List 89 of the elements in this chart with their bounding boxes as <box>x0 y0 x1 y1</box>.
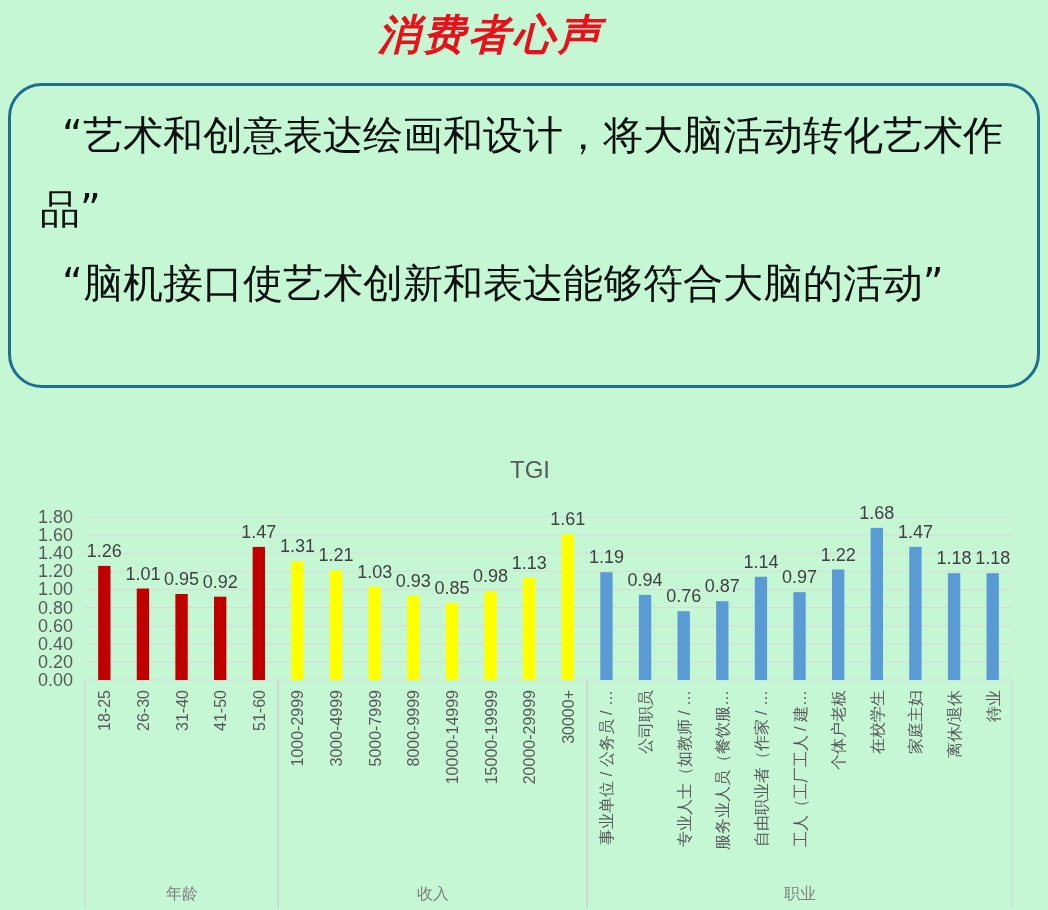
bar <box>368 586 381 680</box>
bar <box>909 546 922 680</box>
y-tick-label: 1.80 <box>37 507 73 527</box>
x-tick-label: 自由职业者（作家 / … <box>752 690 770 848</box>
bar <box>291 561 304 680</box>
bar <box>523 577 536 680</box>
x-tick-label: 公司职员 <box>637 690 655 754</box>
x-axis-title: 年龄 <box>165 884 198 903</box>
bar <box>677 611 690 680</box>
data-label: 0.93 <box>395 570 431 591</box>
data-label: 1.47 <box>897 521 933 542</box>
bar <box>870 527 883 680</box>
bar <box>175 593 188 680</box>
bar <box>445 603 459 680</box>
chart-title: TGI <box>510 456 550 483</box>
data-label: 0.87 <box>704 576 740 597</box>
y-tick-label: 1.20 <box>37 561 73 582</box>
x-tick-label: 31-40 <box>173 689 191 731</box>
x-axis-title: 收入 <box>416 884 449 903</box>
data-label: 1.18 <box>975 548 1011 569</box>
data-label: 1.61 <box>550 509 586 530</box>
bar <box>407 595 420 680</box>
bar <box>484 591 497 680</box>
text: “脑机接口使艺术创新和表达能够符合大脑的活动” <box>61 259 945 308</box>
data-label: 0.85 <box>434 578 470 599</box>
bar <box>947 573 961 680</box>
bar <box>252 546 265 680</box>
x-tick-label: 个体户老板 <box>830 690 848 770</box>
x-tick-label: 专业人士（如教师 / … <box>675 690 693 848</box>
x-tick-label: 家庭主妇 <box>907 690 925 754</box>
data-label: 0.97 <box>782 567 818 588</box>
data-label: 1.13 <box>511 552 547 573</box>
data-label: 1.47 <box>241 521 277 542</box>
data-label: 0.95 <box>164 568 200 589</box>
data-label: 1.31 <box>279 536 315 557</box>
x-tick-label: 事业单位 / 公务员 / … <box>598 690 616 845</box>
y-tick-label: 0.80 <box>37 597 73 618</box>
x-tick-label: 41-50 <box>212 689 230 731</box>
y-tick-label: 0.00 <box>37 670 73 690</box>
data-label: 0.92 <box>202 571 238 592</box>
data-label: 0.76 <box>666 586 702 607</box>
data-label: 1.26 <box>86 540 122 561</box>
y-tick-label: 0.40 <box>37 633 73 654</box>
x-tick-label: 51-60 <box>250 689 268 731</box>
bar <box>600 572 613 680</box>
bar <box>638 594 652 680</box>
x-tick-label: 18-25 <box>96 689 114 731</box>
data-label: 1.22 <box>820 544 856 565</box>
x-tick-label: 10000-14999 <box>443 689 461 785</box>
bar <box>214 596 227 680</box>
x-axis-title: 职业 <box>783 884 816 903</box>
bar <box>986 573 999 680</box>
y-tick-label: 1.60 <box>37 525 73 546</box>
bar <box>561 534 574 680</box>
bar <box>832 569 845 680</box>
data-label: 1.14 <box>743 551 779 572</box>
bar <box>793 592 806 680</box>
data-label: 1.18 <box>936 548 972 569</box>
data-label: 1.19 <box>588 547 624 568</box>
y-tick-label: 0.60 <box>37 615 73 636</box>
y-tick-label: 1.00 <box>37 579 73 600</box>
bar <box>754 576 768 680</box>
x-tick-label: 待业 <box>984 690 1002 722</box>
x-tick-label: 26-30 <box>134 689 152 731</box>
data-label: 1.01 <box>125 563 161 584</box>
text: 消费者心声 <box>376 9 608 61</box>
bar <box>716 601 729 680</box>
data-label: 1.21 <box>318 545 354 566</box>
x-tick-label: 30000+ <box>559 690 577 744</box>
y-tick-label: 1.40 <box>37 543 73 564</box>
x-tick-label: 在校学生 <box>868 690 886 754</box>
y-tick-label: 0.20 <box>37 651 73 672</box>
x-tick-label: 20000-29999 <box>521 689 539 785</box>
data-label: 0.94 <box>627 569 663 590</box>
x-tick-label: 工人（工厂工人 / 建… <box>791 690 809 848</box>
x-tick-label: 8000-9999 <box>405 689 423 767</box>
bar <box>329 570 343 680</box>
data-label: 1.03 <box>357 561 393 582</box>
x-tick-label: 5000-7999 <box>366 689 384 767</box>
x-tick-label: 服务业人员（餐饮服… <box>714 690 732 850</box>
x-tick-label: 1000-2999 <box>289 689 307 767</box>
bar <box>136 588 150 680</box>
x-tick-label: 离休/退休 <box>946 690 964 759</box>
x-tick-label: 3000-4999 <box>328 689 346 767</box>
data-label: 0.98 <box>473 566 509 587</box>
x-tick-label: 15000-19999 <box>482 689 500 785</box>
bar <box>98 565 111 680</box>
data-label: 1.68 <box>859 502 895 523</box>
text: “艺术和创意表达绘画和设计，将大脑活动转化艺术作品” <box>40 111 1004 234</box>
